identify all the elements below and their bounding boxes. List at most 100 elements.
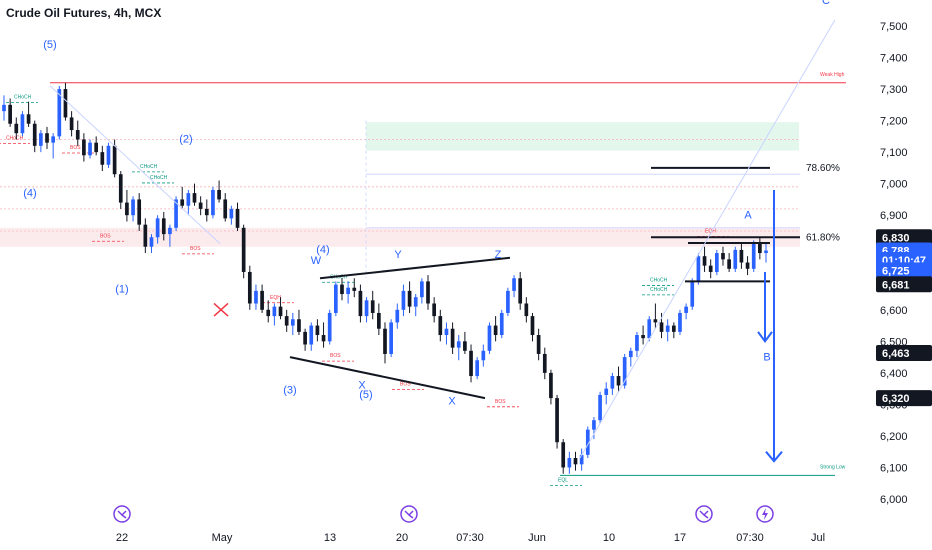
candle <box>641 325 645 345</box>
x-tick-label: May <box>212 532 233 544</box>
candle-body <box>260 290 264 310</box>
candle-body <box>432 303 437 317</box>
candle-body <box>370 300 375 313</box>
price-tag: 6,463 <box>876 345 932 362</box>
candle-body <box>622 357 627 386</box>
candle-body <box>549 372 553 399</box>
candle <box>567 451 572 474</box>
candle <box>622 353 627 389</box>
candle-body <box>659 322 664 332</box>
candle <box>88 139 92 159</box>
x-tick-label: 20 <box>396 532 408 544</box>
candle <box>745 256 750 276</box>
structure-label: CHoCH <box>150 175 168 181</box>
candle <box>561 439 566 474</box>
demand-zone <box>366 122 799 151</box>
candle-body <box>561 442 566 468</box>
candle <box>579 448 584 471</box>
y-tick-label: 6,400 <box>880 368 908 380</box>
candle <box>241 224 246 279</box>
candle-body <box>198 202 203 209</box>
candle-body <box>579 454 584 465</box>
candle <box>481 344 486 367</box>
candle-body <box>112 145 117 175</box>
event-icons[interactable] <box>113 505 774 523</box>
candle-body <box>26 114 31 124</box>
candle <box>573 451 578 471</box>
candle <box>32 120 37 153</box>
candle-body <box>592 420 596 430</box>
candle <box>155 215 160 244</box>
candle <box>82 133 86 162</box>
candle <box>315 319 320 342</box>
candle-body <box>69 117 74 131</box>
candle-body <box>14 123 19 134</box>
candle <box>426 275 430 310</box>
candle-body <box>708 265 713 272</box>
price-tag-bg <box>876 276 932 293</box>
candle <box>684 303 688 320</box>
structure-label: EQH <box>705 229 716 235</box>
candle-body <box>168 227 172 235</box>
candle-body <box>192 193 197 203</box>
structure-label: EQL <box>558 478 568 484</box>
candle <box>739 243 744 269</box>
candle-body <box>555 398 559 443</box>
candle <box>321 322 326 348</box>
candle <box>198 196 203 216</box>
wave-label: Z <box>495 249 502 261</box>
candle-body <box>567 458 572 468</box>
play-icon[interactable] <box>695 505 713 523</box>
candle <box>106 142 111 168</box>
candle <box>143 218 148 254</box>
projection-line <box>579 19 836 459</box>
lightning-icon[interactable] <box>756 505 774 523</box>
candle <box>26 101 31 127</box>
candle <box>63 82 68 121</box>
candle-body <box>407 290 412 307</box>
candle <box>161 212 166 241</box>
candle-body <box>481 350 486 361</box>
candle <box>487 322 492 354</box>
candle <box>604 382 609 405</box>
candle-body <box>284 316 289 326</box>
candle <box>340 278 344 301</box>
candle <box>94 136 99 156</box>
candle <box>659 312 664 339</box>
candle <box>616 366 621 392</box>
candle-body <box>493 325 498 336</box>
candle-body <box>665 325 670 332</box>
candle-body <box>628 350 633 358</box>
candle-body <box>733 249 738 269</box>
candle-body <box>721 253 725 260</box>
y-tick-label: 6,600 <box>880 305 908 317</box>
candle-body <box>585 429 590 455</box>
candle <box>75 120 80 146</box>
candle-body <box>641 335 645 339</box>
structure-label: BOS <box>330 353 341 359</box>
supply-demand-zones: Weak High Strong Low <box>0 72 846 476</box>
candle-body <box>20 114 25 134</box>
structure-label: CHoCH <box>140 164 158 170</box>
candle <box>389 319 393 358</box>
x-tick-label: Jul <box>811 532 825 544</box>
candle-body <box>309 325 314 345</box>
candle <box>174 196 178 231</box>
candle-body <box>610 376 615 389</box>
wave-label: (5) <box>359 389 372 401</box>
play-icon-glyph <box>699 510 709 519</box>
candle <box>303 328 307 351</box>
play-icon[interactable] <box>400 505 418 523</box>
price-tag: 6,725 <box>876 262 932 279</box>
price-tag-bg <box>876 229 932 246</box>
candle <box>536 328 541 361</box>
candle <box>235 202 240 231</box>
structure-label: BOS <box>495 399 506 405</box>
time-axis[interactable]: 22 May 13 20 07:30 Jun 10 17 07:30 Jul <box>116 532 825 544</box>
candle-body <box>469 350 473 377</box>
candle-body <box>118 174 123 203</box>
candle <box>118 171 123 209</box>
play-icon[interactable] <box>113 505 131 523</box>
candle-body <box>487 325 492 351</box>
